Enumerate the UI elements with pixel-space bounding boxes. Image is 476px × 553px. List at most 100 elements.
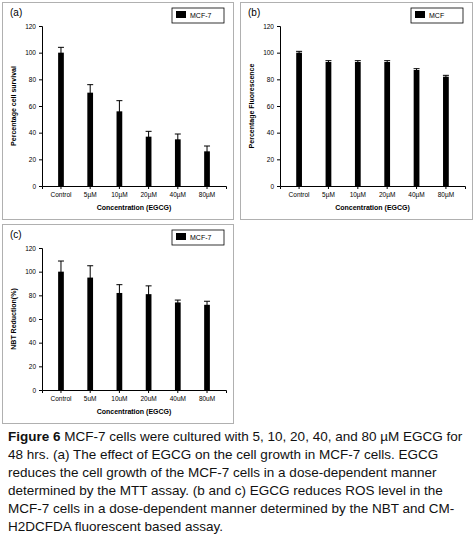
y-axis-line bbox=[277, 27, 281, 187]
panel-label: (c) bbox=[10, 229, 22, 240]
bar bbox=[326, 62, 332, 186]
legend: MCF bbox=[411, 8, 463, 23]
bar bbox=[58, 272, 64, 390]
x-tick: 10µM bbox=[350, 186, 366, 199]
error-bar-stem bbox=[60, 47, 61, 58]
y-tick-mark bbox=[39, 106, 42, 107]
bar bbox=[87, 278, 93, 390]
caption: Figure 6 MCF-7 cells were cultured with … bbox=[8, 428, 470, 536]
x-tick-mark bbox=[207, 390, 208, 393]
panel: 020406080100120Control5µM10µM20µM40µM80µ… bbox=[241, 3, 473, 220]
y-tick-label: 20 bbox=[29, 156, 37, 163]
panel-frame bbox=[3, 3, 234, 220]
y-tick-label: 80 bbox=[29, 76, 37, 83]
y-tick-label: 40 bbox=[29, 339, 37, 346]
legend-label: MCF-7 bbox=[190, 12, 211, 19]
x-tick: 5µM bbox=[322, 186, 335, 199]
error-bar bbox=[204, 146, 210, 157]
bar bbox=[443, 77, 449, 186]
x-tick-mark bbox=[177, 186, 178, 189]
y-tick: 40 bbox=[29, 339, 42, 346]
bar bbox=[204, 305, 210, 390]
x-tick-mark bbox=[60, 186, 61, 189]
y-tick-mark bbox=[277, 159, 280, 160]
plot: 020406080100120Control5uM10uM20uM40uM80u… bbox=[10, 230, 227, 416]
y-tick-mark bbox=[39, 343, 42, 344]
y-tick: 40 bbox=[267, 129, 280, 136]
error-bar-cap bbox=[175, 300, 181, 301]
error-bar bbox=[414, 69, 420, 72]
panel: 020406080100120Control5µM10µM20µM40µM80µ… bbox=[3, 3, 234, 220]
x-tick-label: 20uM bbox=[140, 395, 156, 402]
y-tick-mark bbox=[277, 26, 280, 27]
y-axis-line bbox=[39, 27, 43, 187]
error-bar bbox=[204, 301, 210, 308]
y-axis: 020406080100120 bbox=[25, 23, 42, 190]
error-bar bbox=[443, 75, 449, 78]
y-tick-mark bbox=[39, 159, 42, 160]
error-bar bbox=[325, 61, 331, 64]
error-bar-cap bbox=[146, 285, 152, 286]
x-tick-label: Control bbox=[50, 395, 72, 402]
x-axis: Control5µM10µM20µM40µM80µM bbox=[281, 186, 466, 199]
error-bar-cap bbox=[325, 60, 331, 61]
y-axis-line bbox=[39, 249, 43, 391]
x-tick: 20µM bbox=[140, 186, 156, 199]
error-bar bbox=[87, 266, 93, 290]
error-bar-cap bbox=[116, 100, 122, 101]
y-tick-mark bbox=[39, 79, 42, 80]
x-tick-mark bbox=[177, 390, 178, 393]
y-axis: 020406080100120 bbox=[263, 23, 280, 190]
y-tick-label: 60 bbox=[29, 316, 37, 323]
bar bbox=[146, 294, 152, 390]
x-axis: Control5µM10µM20µM40µM80µM bbox=[43, 186, 227, 199]
x-tick-mark bbox=[119, 390, 120, 393]
legend-frame bbox=[411, 8, 463, 23]
x-tick-label: Control bbox=[289, 191, 311, 198]
error-bar-stem bbox=[177, 134, 178, 145]
x-axis: Control 5uM 10uM 20uM 40uM 80uM bbox=[43, 390, 227, 402]
x-tick-mark bbox=[90, 186, 91, 189]
x-axis-line bbox=[281, 187, 466, 190]
error-bar-cap bbox=[87, 265, 93, 266]
y-tick-label: 100 bbox=[263, 49, 274, 56]
marks bbox=[296, 51, 449, 186]
x-tick-label: 20µM bbox=[379, 191, 395, 199]
x-tick-label: 80µM bbox=[199, 191, 215, 199]
y-tick-mark bbox=[277, 186, 280, 187]
y-tick: 100 bbox=[25, 268, 42, 275]
y-tick-label: 40 bbox=[267, 129, 275, 136]
x-tick-label: 40uM bbox=[170, 395, 186, 402]
error-bar bbox=[296, 51, 302, 54]
error-bar-cap bbox=[355, 60, 361, 61]
x-tick-mark bbox=[119, 186, 120, 189]
legend: MCF-7 bbox=[172, 8, 224, 23]
x-tick-label: 10uM bbox=[111, 395, 127, 402]
figure: 020406080100120Control5µM10µM20µM40µM80µ… bbox=[0, 0, 476, 426]
x-tick-label: 20µM bbox=[140, 191, 156, 199]
y-tick: 60 bbox=[29, 103, 42, 110]
legend-swatch bbox=[176, 233, 186, 240]
y-tick: 60 bbox=[29, 316, 42, 323]
bar bbox=[175, 302, 181, 390]
legend-label: MCF-7 bbox=[190, 234, 211, 241]
x-tick-mark bbox=[207, 186, 208, 189]
y-tick-label: 60 bbox=[267, 103, 275, 110]
plot: 020406080100120Control5µM10µM20µM40µM80µ… bbox=[10, 8, 227, 212]
x-tick: 40uM bbox=[170, 390, 186, 402]
x-tick-mark bbox=[328, 186, 329, 189]
y-tick-label: 20 bbox=[29, 363, 37, 370]
y-tick-mark bbox=[39, 319, 42, 320]
x-tick: 80uM bbox=[199, 390, 215, 402]
bar bbox=[117, 293, 123, 390]
x-tick-label: 5uM bbox=[84, 395, 97, 402]
error-bar-cap bbox=[384, 60, 390, 61]
x-tick-label: 5µM bbox=[322, 191, 335, 199]
error-bar bbox=[175, 134, 181, 145]
bar bbox=[146, 137, 152, 186]
y-tick: 100 bbox=[263, 49, 280, 56]
y-tick-mark bbox=[39, 248, 42, 249]
x-tick: 40µM bbox=[408, 186, 424, 199]
bar bbox=[414, 70, 420, 186]
x-tick: 10µM bbox=[111, 186, 127, 199]
